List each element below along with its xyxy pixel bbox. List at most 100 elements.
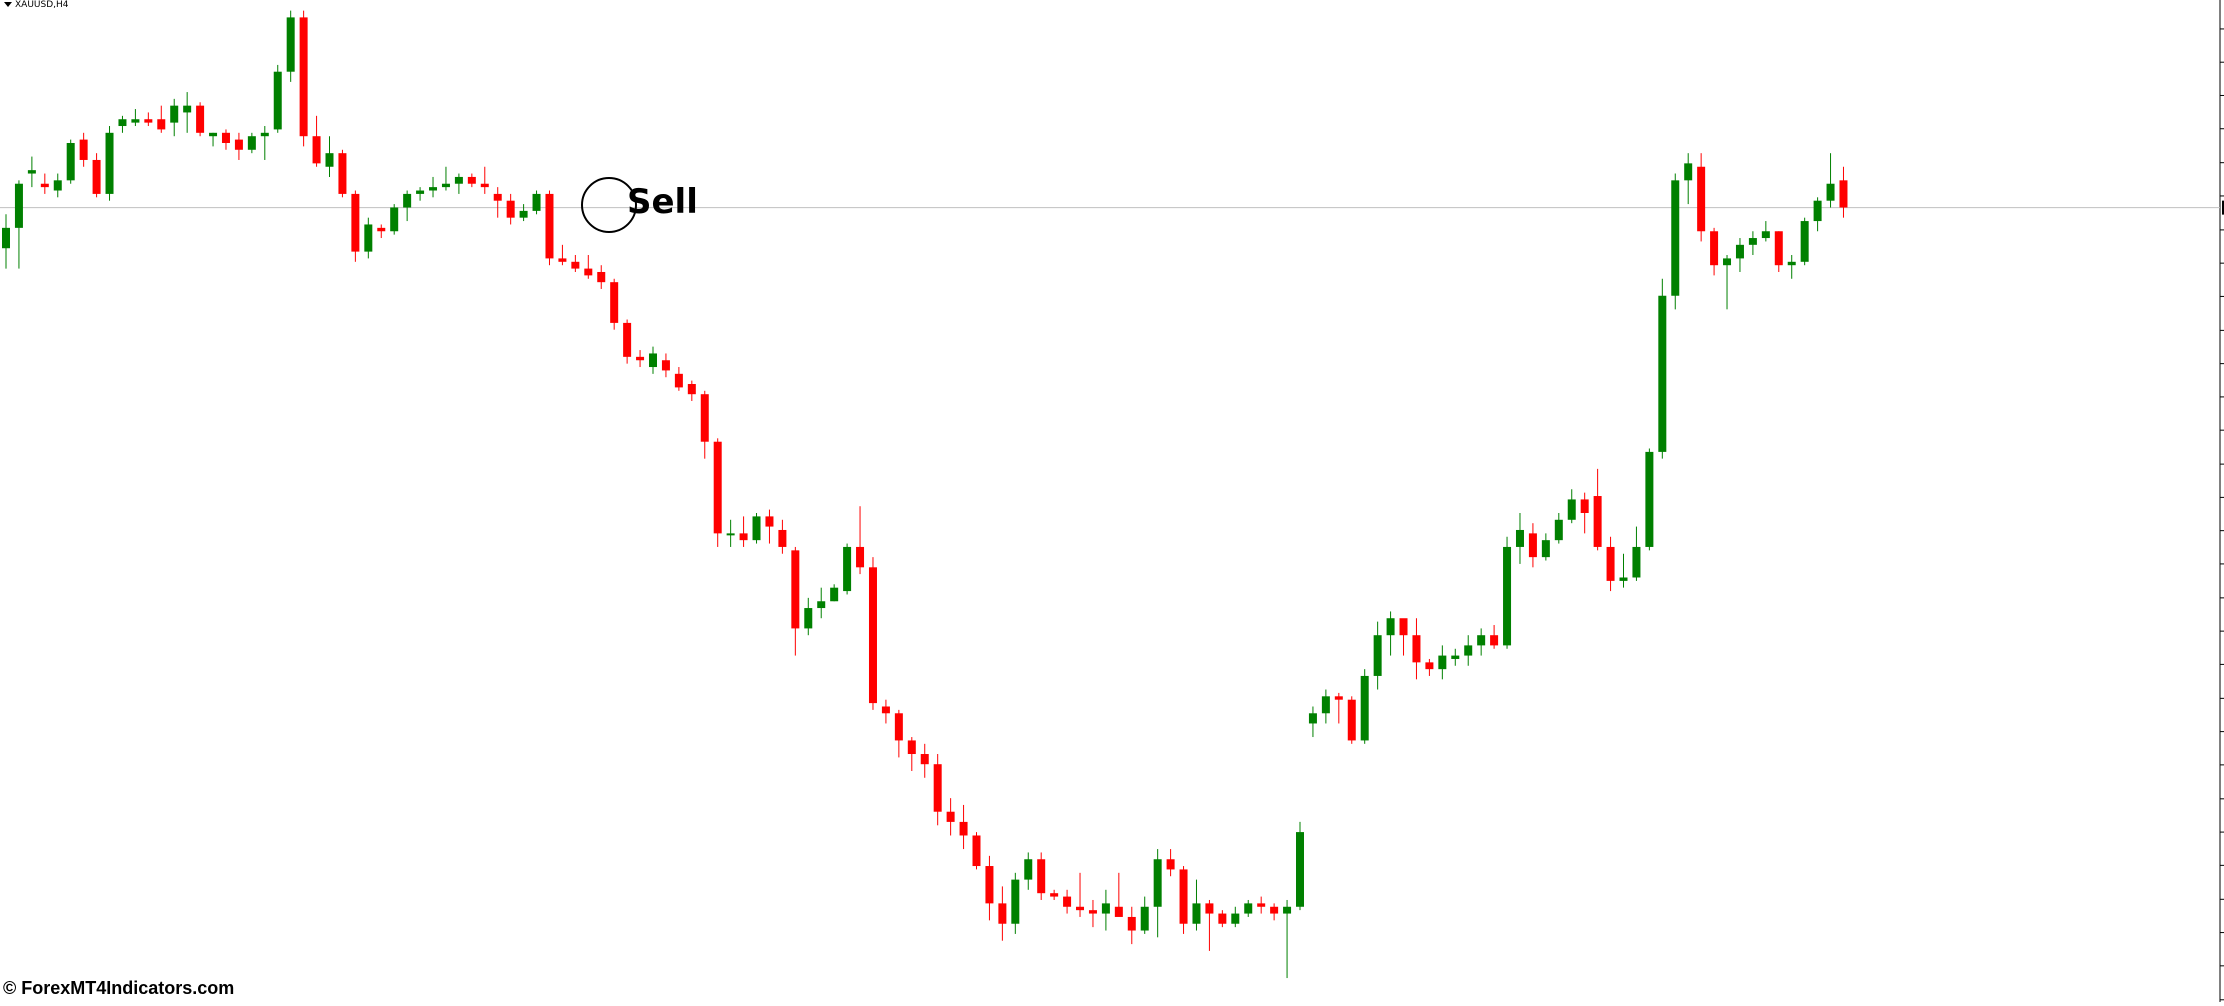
dropdown-triangle-icon[interactable] [4,2,12,7]
candle-body [14,183,23,228]
candle-body [1231,913,1240,924]
candle-body [532,193,541,211]
candle-body [1787,261,1796,266]
candle-body [1710,231,1719,266]
candle-body [299,17,308,137]
candle-body [1114,906,1123,917]
candle-body [1826,183,1835,201]
candle-body [1179,869,1188,924]
candle-body [739,533,748,541]
sell-signal-label: Sell [627,182,698,222]
candle-body [985,866,994,904]
candle-body [416,190,425,194]
candle-body [429,187,438,191]
candle-body [1464,645,1473,656]
candle-body [1192,903,1201,924]
candle-body [1244,903,1253,914]
candle-body [674,373,683,388]
candle-body [1127,916,1136,931]
candle-body [623,322,632,357]
candle-body [170,105,179,123]
candle-body [1412,635,1421,663]
candle-body [856,546,865,568]
candle-body [286,17,295,72]
candle-body [765,516,774,527]
candle-body [907,740,916,755]
candle-body [1541,540,1550,558]
candle-body [1632,546,1641,578]
candle-body [1088,910,1097,914]
candle-body [1153,859,1162,907]
candle-body [209,132,218,137]
candle-body [778,529,787,547]
candle-body [1451,655,1460,659]
candle-body [1528,533,1537,558]
candle-body [403,193,412,208]
candle-body [1438,655,1447,670]
candle-body [273,71,282,130]
candle-body [1723,258,1732,266]
candle-body [1813,200,1822,222]
watermark: © ForexMT4Indicators.com [3,978,235,998]
candle-body [27,170,36,174]
symbol-label-text: XAUUSD,H4 [15,0,69,10]
candle-body [1645,451,1654,547]
candle-body [506,200,515,218]
candle-body [804,608,813,629]
candle-body [894,713,903,741]
candle-body [260,132,269,137]
candle-body [1490,635,1499,646]
candle-body [131,119,140,123]
candle-body [66,142,75,181]
candle-body [1477,635,1486,646]
candle-body [1011,879,1020,924]
candle-body [881,706,890,714]
candle-body [1270,906,1279,914]
candle-body [972,835,981,867]
candle-body [959,821,968,836]
candle-body [868,567,877,704]
candle-body [1735,244,1744,259]
candle-body [1308,713,1317,724]
candle-body [1684,163,1693,181]
candle-body [545,193,554,259]
candle-body [1386,618,1395,636]
candle-body [40,183,49,188]
candle-body [933,764,942,812]
candle-body [1218,913,1227,924]
symbol-label: XAUUSD,H4 [4,0,69,10]
candle-body [157,119,166,130]
candle-body [1593,496,1602,547]
candle-body [571,261,580,269]
candle-body [1774,231,1783,266]
candle-body [105,132,114,194]
candle-body [1037,859,1046,894]
candle-body [196,105,205,133]
candle-body [1373,635,1382,676]
candle-body [843,546,852,592]
candle-body [221,132,230,143]
candle-body [1839,180,1848,208]
candle-body [1166,859,1175,870]
candle-body [325,153,334,167]
candle-body [118,119,127,127]
candle-body [144,119,153,123]
candle-body [817,601,826,609]
candle-body [312,136,321,164]
candle-body [1580,499,1589,513]
candle-body [1567,499,1576,520]
candle-body [92,159,101,194]
candle-body [377,227,386,232]
candle-body [1697,166,1706,232]
candle-body [1205,903,1214,914]
candle-body [946,811,955,822]
candle-body [441,183,450,188]
candle-body [1063,896,1072,907]
candle-body [1283,906,1292,914]
candle-body [1619,577,1628,581]
candle-body [1360,675,1369,741]
candle-body [726,533,735,536]
candle-body [183,105,192,113]
